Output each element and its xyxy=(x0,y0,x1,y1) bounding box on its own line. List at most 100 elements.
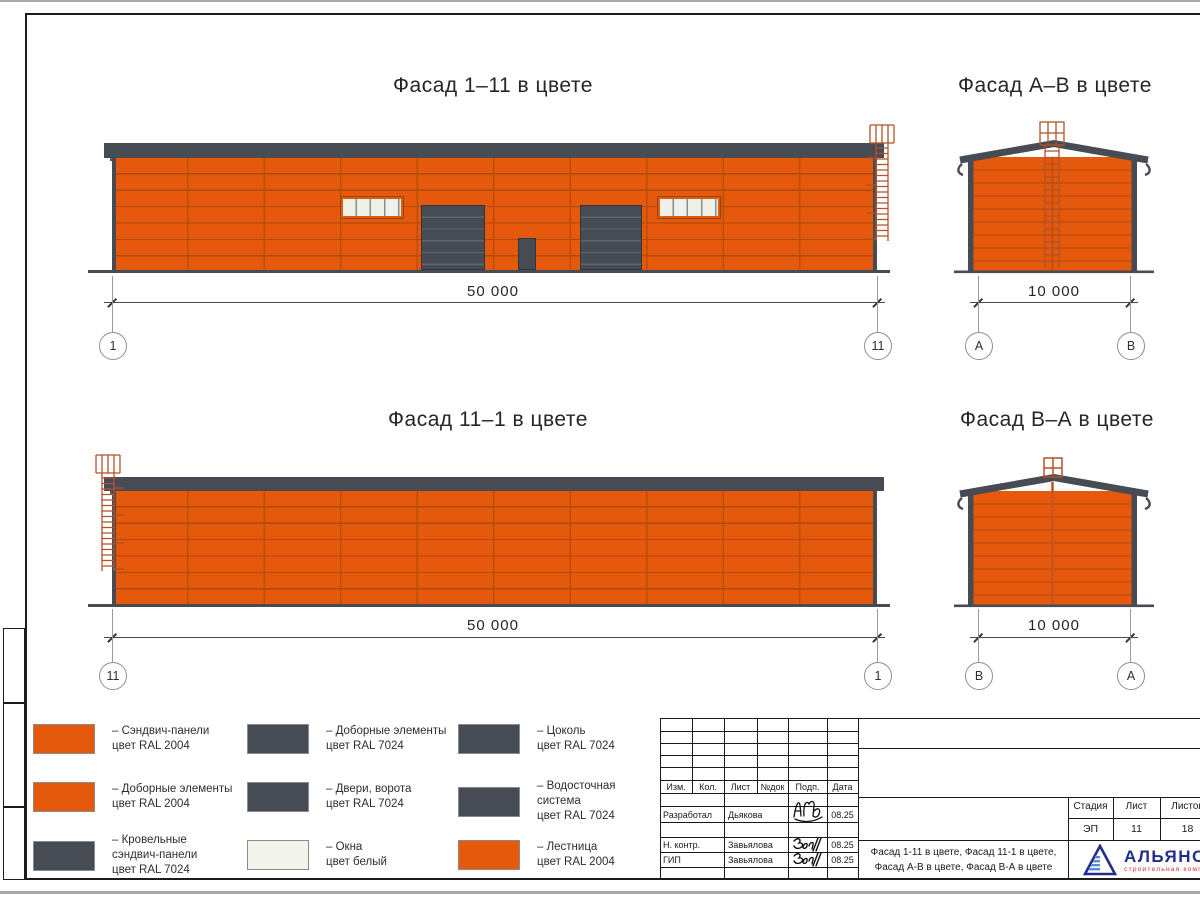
facade-11-1-wall xyxy=(112,491,877,604)
titleblock-name: Дьякова xyxy=(728,810,763,820)
corner-strip xyxy=(873,491,877,604)
signature-icon xyxy=(793,800,823,823)
ground-line xyxy=(954,270,1154,274)
company-logo-subtitle: строительная компания xyxy=(1124,866,1200,873)
gate-door xyxy=(421,205,485,270)
facade-B-A-drawing xyxy=(954,457,1154,608)
facade-A-B-drawing xyxy=(954,121,1154,274)
titleblock-line xyxy=(724,718,726,880)
facade-11-1-title: Фасад 11–1 в цвете xyxy=(388,408,588,431)
titleblock-line xyxy=(1113,797,1115,840)
dimension-label: 50 000 xyxy=(467,617,519,634)
axis-bubble: В xyxy=(1117,332,1145,360)
side-stamp-box xyxy=(3,807,25,880)
side-stamp-box xyxy=(3,628,25,703)
titleblock-line xyxy=(660,837,858,839)
titleblock-col-izm: Изм. xyxy=(666,782,686,792)
titleblock-line xyxy=(827,718,829,880)
legend-swatch xyxy=(33,782,95,813)
titleblock-line xyxy=(858,718,860,880)
axis-bubble: А xyxy=(965,332,993,360)
witness-line xyxy=(1130,276,1131,332)
entry-door xyxy=(518,238,536,270)
dimension-line xyxy=(104,302,885,304)
dimension-label: 10 000 xyxy=(1028,283,1080,300)
company-logo-name: АЛЬЯНС xyxy=(1124,847,1200,866)
axis-bubble: 11 xyxy=(99,662,127,690)
legend-label: – Кровельные сэндвич-панели цвет RAL 702… xyxy=(112,834,198,877)
legend-label: – Цоколь цвет RAL 7024 xyxy=(537,725,615,753)
facade-11-1-roof xyxy=(104,477,884,494)
window-band xyxy=(658,197,720,218)
witness-line xyxy=(877,609,878,665)
titleblock-role: Разработал xyxy=(663,810,712,820)
legend-swatch xyxy=(247,724,309,755)
titleblock-line xyxy=(660,793,858,795)
axis-bubble: В xyxy=(965,662,993,690)
legend-item: – Сэндвич-панели цвет RAL 2004 xyxy=(33,724,209,755)
legend-item: – Доборные элементы цвет RAL 2004 xyxy=(33,782,233,813)
titleblock-line xyxy=(858,748,1200,750)
legend-swatch xyxy=(458,724,520,755)
signature-icon xyxy=(793,837,822,852)
witness-line xyxy=(112,276,113,332)
facade-1-11-title: Фасад 1–11 в цвете xyxy=(393,74,593,97)
axis-bubble: А xyxy=(1117,662,1145,690)
titleblock-line xyxy=(1160,797,1162,840)
company-logo-icon xyxy=(1083,844,1117,876)
legend-swatch xyxy=(458,786,520,817)
legend-item: – Доборные элементы цвет RAL 7024 xyxy=(247,724,447,755)
titleblock-col-data: Дата xyxy=(832,782,853,792)
titleblock-date: 08.25 xyxy=(831,810,854,820)
legend-swatch xyxy=(247,782,309,813)
document-name: Фасад 1-11 в цвете, Фасад 11-1 в цвете, … xyxy=(870,847,1057,873)
dimension-label: 50 000 xyxy=(467,283,519,300)
legend-label: – Доборные элементы цвет RAL 7024 xyxy=(326,725,447,753)
titleblock-col-podp: Подп. xyxy=(795,782,820,792)
legend-swatch xyxy=(33,840,95,871)
titleblock-line xyxy=(660,822,858,824)
page-bottom-edge xyxy=(0,891,1200,894)
titleblock-line xyxy=(858,840,1200,842)
sheet-number: 11 xyxy=(1131,823,1142,835)
titleblock-line xyxy=(660,755,858,757)
titleblock-line xyxy=(660,718,662,880)
titleblock-line xyxy=(660,767,858,769)
dimension-label: 10 000 xyxy=(1028,617,1080,634)
dimension-line xyxy=(970,302,1138,304)
gate-door xyxy=(580,205,642,270)
facade-1-11-wall xyxy=(112,158,877,271)
witness-line xyxy=(112,609,113,665)
titleblock-role: ГИП xyxy=(663,855,681,865)
stage-label: Стадия xyxy=(1073,801,1108,812)
legend-label: – Двери, ворота цвет RAL 7024 xyxy=(326,783,412,811)
legend-label: – Доборные элементы цвет RAL 2004 xyxy=(112,783,233,811)
legend-swatch xyxy=(33,724,95,755)
legend-swatch xyxy=(458,840,520,871)
axis-bubble: 1 xyxy=(864,662,892,690)
legend-item: – Кровельные сэндвич-панели цвет RAL 702… xyxy=(33,833,197,879)
page-top-edge xyxy=(0,0,1200,2)
titleblock-line xyxy=(660,718,1200,720)
witness-line xyxy=(1130,609,1131,665)
titleblock-line xyxy=(660,731,858,733)
titleblock-name: Завьялова xyxy=(728,840,773,850)
titleblock-line xyxy=(660,852,858,854)
roof-ladder-icon xyxy=(1039,121,1065,268)
corner-strip xyxy=(112,158,116,271)
legend-item: – Цоколь цвет RAL 7024 xyxy=(458,724,615,755)
corner-strip xyxy=(873,158,877,271)
witness-line xyxy=(978,276,979,332)
gable-roof xyxy=(959,139,1149,164)
sheets-label: Листов xyxy=(1171,801,1200,812)
axis-bubble: 1 xyxy=(99,332,127,360)
legend-item: – Лестница цвет RAL 2004 xyxy=(458,840,615,871)
titleblock-col-ndok: №док xyxy=(760,782,785,792)
frame-border xyxy=(25,13,1200,880)
dimension-line xyxy=(970,637,1138,639)
titleblock-line xyxy=(757,718,759,793)
dimension-line xyxy=(104,637,885,639)
titleblock-col-list: Лист xyxy=(730,782,751,792)
witness-line xyxy=(877,276,878,332)
